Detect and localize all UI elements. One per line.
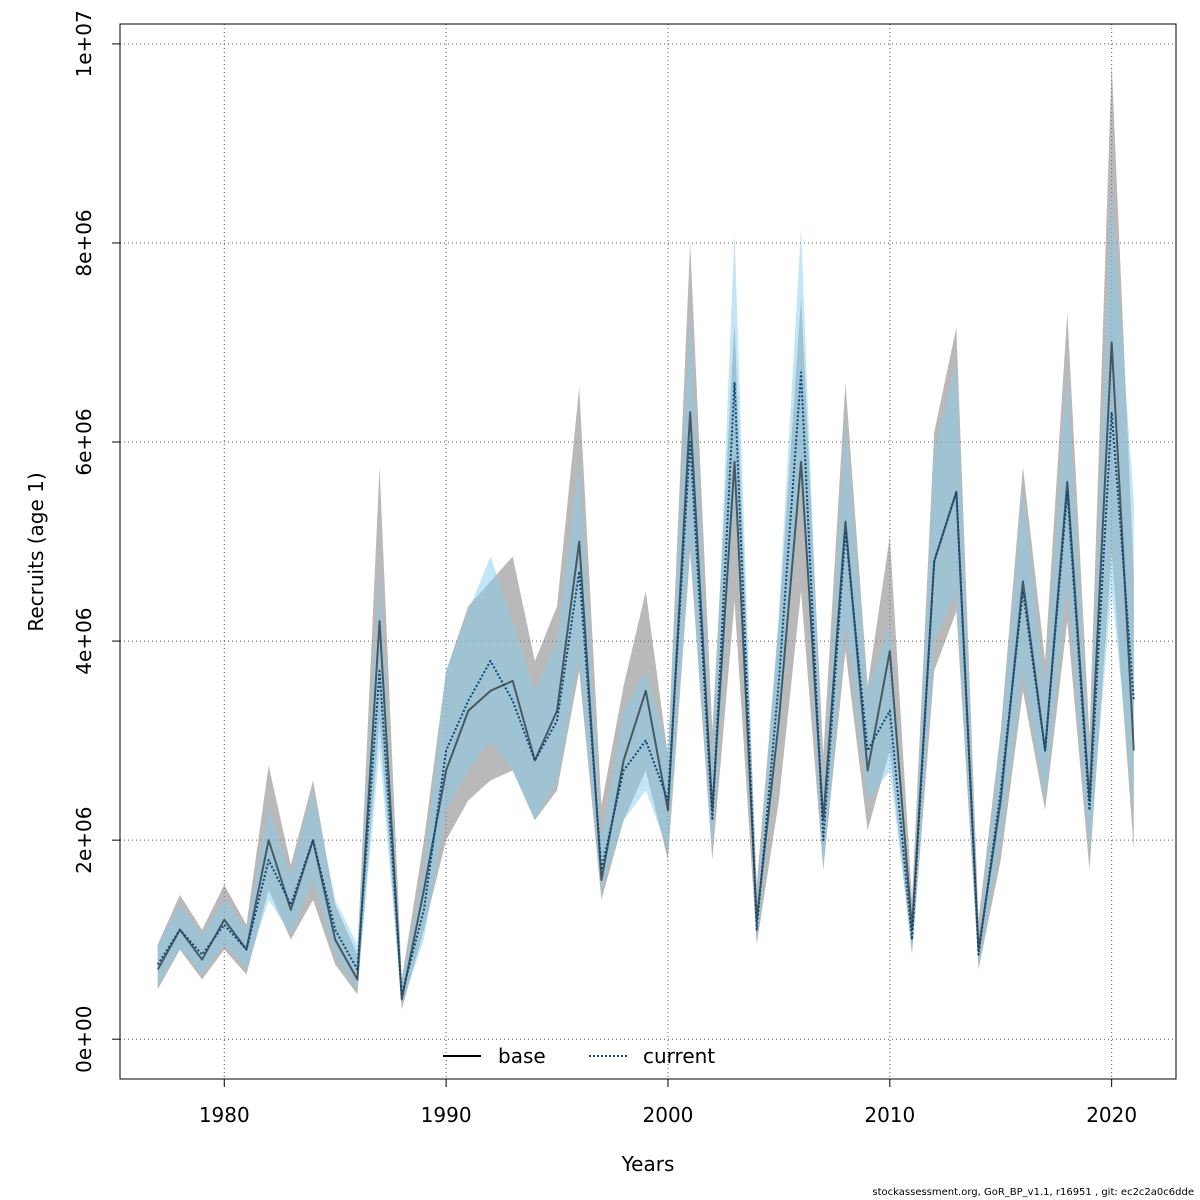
footer-credit: stockassessment.org, GoR_BP_v1.1, r16951… xyxy=(872,1187,1194,1198)
x-tick-label: 2010 xyxy=(864,1103,915,1127)
y-tick-label: 1e+07 xyxy=(72,10,96,77)
series-lines xyxy=(156,341,1135,1001)
legend-current-label: current xyxy=(643,1044,715,1068)
legend: base current xyxy=(443,1044,715,1068)
x-tick-label: 1990 xyxy=(421,1103,472,1127)
y-tick-label: 6e+06 xyxy=(72,408,96,475)
x-axis: 1980 1990 2000 2010 2020 xyxy=(199,1078,1137,1127)
y-tick-label: 2e+06 xyxy=(72,807,96,874)
legend-base-label: base xyxy=(498,1044,546,1068)
line-current xyxy=(156,371,1135,996)
x-tick-label: 2000 xyxy=(643,1103,694,1127)
y-tick-label: 0e+00 xyxy=(72,1006,96,1073)
x-tick-label: 2020 xyxy=(1086,1103,1137,1127)
y-axis-title: Recruits (age 1) xyxy=(24,472,48,631)
y-axis: 0e+00 2e+06 4e+06 6e+06 8e+06 1e+07 xyxy=(72,10,121,1073)
x-tick-label: 1980 xyxy=(199,1103,250,1127)
band-current xyxy=(157,193,1134,1005)
y-tick-label: 4e+06 xyxy=(72,607,96,674)
x-axis-title: Years xyxy=(621,1152,675,1176)
y-tick-label: 8e+06 xyxy=(72,209,96,276)
